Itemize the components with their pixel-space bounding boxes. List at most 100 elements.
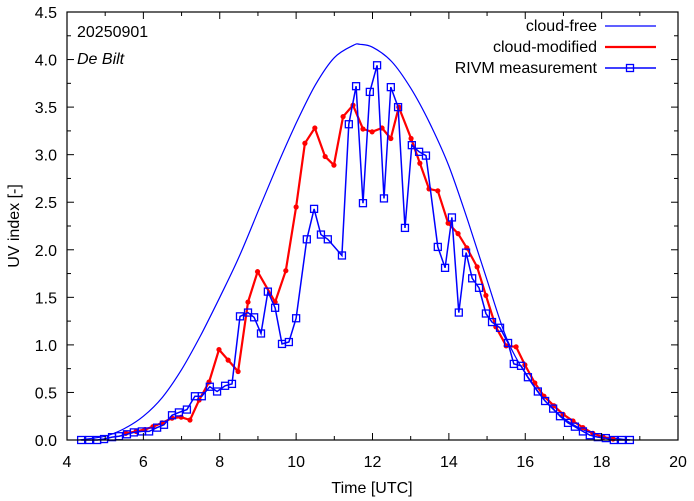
rivm-measurement-point bbox=[197, 392, 206, 401]
x-tick-label: 10 bbox=[287, 454, 305, 471]
cloud-modified-point bbox=[187, 417, 193, 423]
cloud-modified-point bbox=[225, 357, 231, 363]
cloud-modified-point bbox=[513, 344, 519, 350]
cloud-modified-point bbox=[254, 269, 261, 275]
rivm-measurement-point bbox=[421, 151, 431, 160]
cloud-modified-point bbox=[245, 299, 251, 305]
x-axis-title: Time [UTC] bbox=[331, 480, 412, 497]
rivm-measurement-point bbox=[249, 313, 259, 322]
rivm-measurement-point bbox=[243, 308, 253, 317]
rivm-measurement-point bbox=[495, 323, 505, 332]
cloud-modified-point bbox=[483, 292, 489, 299]
location-annotation: De Bilt bbox=[77, 51, 125, 68]
rivm-measurement-point bbox=[433, 242, 442, 252]
cloud-modified-point bbox=[216, 347, 222, 353]
series-line-rivm-measurement bbox=[81, 65, 630, 441]
rivm-measurement-point bbox=[487, 317, 497, 327]
rivm-measurement-point bbox=[302, 235, 311, 244]
rivm-measurement-point bbox=[256, 329, 266, 338]
cloud-modified-point bbox=[322, 153, 328, 160]
rivm-measurement-point bbox=[316, 230, 326, 239]
cloud-modified-point bbox=[293, 204, 299, 210]
y-tick-label: 2.5 bbox=[35, 195, 57, 212]
rivm-measurement-point bbox=[263, 287, 273, 296]
x-tick-label: 16 bbox=[516, 454, 534, 471]
x-tick-label: 8 bbox=[215, 454, 224, 471]
x-tick-label: 20 bbox=[669, 454, 687, 471]
rivm-measurement-point bbox=[159, 420, 169, 429]
legend-label-rivm-measurement: RIVM measurement bbox=[455, 60, 598, 77]
rivm-measurement-point bbox=[358, 199, 368, 208]
rivm-measurement-point bbox=[372, 61, 382, 70]
y-tick-label: 3.5 bbox=[35, 100, 57, 117]
rivm-measurement-point bbox=[235, 312, 245, 321]
legend-marker-rivm-measurement bbox=[625, 63, 635, 73]
cloud-modified-point bbox=[312, 125, 318, 131]
rivm-measurement-point bbox=[440, 263, 450, 272]
x-tick-label: 18 bbox=[593, 454, 611, 471]
axis-ticks: 4 6 8 10 12 14 16 18 20 0.0 0.5 1.0 1.5 2.0 2.5 3.0 3.5 4… bbox=[35, 5, 687, 471]
rivm-measurement-point bbox=[365, 87, 374, 97]
cloud-modified-point bbox=[388, 135, 394, 142]
rivm-measurement-point bbox=[182, 405, 192, 414]
rivm-measurement-point bbox=[351, 82, 361, 91]
rivm-measurement-point bbox=[468, 274, 477, 283]
legend-label-cloud-free: cloud-free bbox=[526, 18, 597, 35]
rivm-measurement-point bbox=[474, 283, 484, 292]
rivm-measurement-point bbox=[548, 404, 558, 413]
rivm-measurement-point bbox=[407, 141, 416, 150]
y-tick-label: 2.0 bbox=[35, 243, 57, 260]
rivm-measurement-point bbox=[291, 314, 301, 323]
rivm-measurement-point bbox=[337, 251, 347, 260]
x-tick-label: 12 bbox=[364, 454, 382, 471]
x-tick-label: 4 bbox=[63, 454, 72, 471]
rivm-measurement-point bbox=[570, 422, 580, 431]
cloud-modified-point bbox=[369, 129, 375, 135]
cloud-modified-point bbox=[331, 162, 337, 168]
cloud-modified-point bbox=[417, 160, 423, 166]
plot-area bbox=[76, 43, 635, 445]
legend: cloud-free cloud-modified RIVM measureme… bbox=[455, 18, 656, 77]
rivm-measurement-point bbox=[99, 434, 109, 444]
cloud-modified-point bbox=[302, 140, 308, 146]
rivm-measurement-point bbox=[174, 408, 184, 417]
date-annotation: 20250901 bbox=[77, 24, 148, 41]
cloud-modified-point bbox=[474, 264, 480, 270]
legend-label-cloud-modified: cloud-modified bbox=[493, 39, 597, 56]
cloud-modified-point bbox=[283, 268, 289, 274]
cloud-modified-point bbox=[445, 220, 451, 226]
rivm-measurement-point bbox=[205, 382, 214, 391]
rivm-measurement-point bbox=[309, 204, 319, 214]
cloud-modified-point bbox=[360, 126, 366, 132]
rivm-measurement-point bbox=[523, 373, 533, 382]
cloud-modified-point bbox=[435, 188, 441, 194]
rivm-measurement-point bbox=[540, 396, 550, 406]
rivm-measurement-point bbox=[386, 82, 395, 92]
rivm-measurement-point bbox=[516, 361, 526, 370]
rivm-measurement-point bbox=[344, 120, 353, 129]
y-tick-label: 4.0 bbox=[35, 53, 57, 70]
series-line-cloud-free bbox=[78, 43, 633, 441]
y-axis-title: UV index [-] bbox=[6, 184, 23, 268]
rivm-measurement-point bbox=[270, 303, 280, 312]
rivm-measurement-point bbox=[447, 213, 457, 222]
rivm-measurement-point bbox=[393, 102, 403, 112]
rivm-measurement-point bbox=[323, 235, 332, 244]
rivm-measurement-point bbox=[533, 387, 543, 396]
rivm-measurement-point bbox=[481, 309, 491, 318]
rivm-measurement-point bbox=[585, 431, 594, 440]
rivm-measurement-point bbox=[555, 412, 565, 421]
x-tick-label: 14 bbox=[440, 454, 458, 471]
x-tick-label: 6 bbox=[139, 454, 148, 471]
rivm-measurement-point bbox=[212, 387, 222, 396]
rivm-measurement-point bbox=[400, 223, 410, 233]
series-line-cloud-modified bbox=[125, 104, 614, 441]
cloud-modified-point bbox=[340, 114, 346, 120]
rivm-measurement-point bbox=[454, 308, 463, 317]
y-tick-label: 0.0 bbox=[35, 433, 57, 450]
rivm-measurement-point bbox=[461, 248, 471, 257]
y-tick-label: 4.5 bbox=[35, 5, 57, 22]
cloud-modified-point bbox=[408, 135, 414, 142]
rivm-measurement-point bbox=[601, 433, 610, 443]
